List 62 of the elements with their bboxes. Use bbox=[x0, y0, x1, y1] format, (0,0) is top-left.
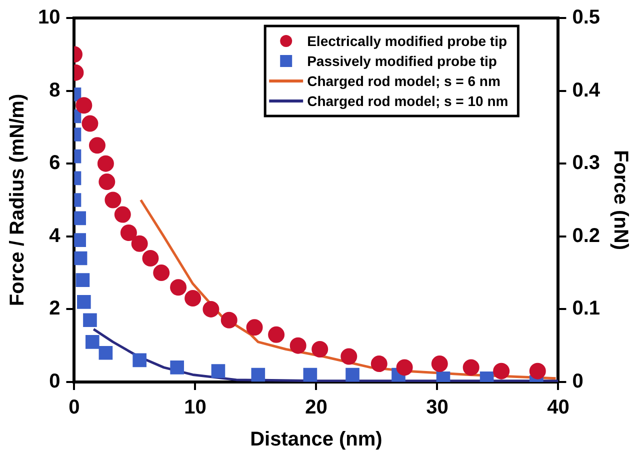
point bbox=[246, 319, 263, 336]
point bbox=[76, 273, 90, 287]
x-tick-label: 40 bbox=[547, 396, 570, 419]
point bbox=[98, 174, 116, 190]
y2-tick-label: 0.5 bbox=[572, 6, 600, 29]
y-tick-label: 8 bbox=[49, 79, 60, 102]
point bbox=[104, 192, 122, 208]
point bbox=[142, 250, 159, 266]
point bbox=[77, 295, 91, 309]
y2-tick-label: 0 bbox=[572, 370, 584, 393]
point bbox=[290, 337, 306, 354]
point bbox=[202, 300, 220, 318]
point bbox=[74, 251, 88, 266]
y-tick-label: 4 bbox=[49, 224, 62, 247]
point bbox=[76, 97, 92, 114]
y2-tick-label: 0.3 bbox=[572, 152, 600, 174]
point bbox=[88, 137, 106, 154]
x-tick-label: 0 bbox=[68, 396, 80, 419]
point bbox=[170, 279, 187, 296]
point bbox=[120, 224, 137, 242]
point bbox=[83, 313, 97, 328]
point bbox=[220, 312, 238, 328]
point bbox=[303, 368, 318, 382]
legend-label: Electrically modified probe tip bbox=[307, 32, 508, 49]
y-tick-label: 2 bbox=[49, 298, 60, 320]
point bbox=[340, 348, 358, 365]
y-tick-label: 6 bbox=[49, 152, 60, 174]
point bbox=[346, 368, 360, 382]
x-axis-title: Distance (nm) bbox=[250, 428, 382, 451]
legend-label: Passively modified probe tip bbox=[307, 52, 497, 69]
legend-label: Charged rod model; s = 6 nm bbox=[307, 72, 500, 89]
point bbox=[114, 206, 131, 223]
point bbox=[312, 340, 328, 358]
point bbox=[132, 353, 146, 368]
point bbox=[251, 368, 266, 382]
y2-axis-title: Force (nN) bbox=[609, 150, 632, 250]
y-tick-label: 0 bbox=[49, 370, 60, 393]
point bbox=[131, 235, 148, 252]
point bbox=[184, 290, 202, 307]
point bbox=[493, 362, 510, 380]
x-tick-label: 30 bbox=[426, 396, 448, 419]
point bbox=[462, 359, 480, 376]
point bbox=[153, 264, 170, 282]
point bbox=[170, 360, 184, 374]
y-tick-label: 10 bbox=[38, 6, 60, 29]
point bbox=[82, 115, 98, 132]
point bbox=[85, 335, 100, 349]
y2-tick-label: 0.4 bbox=[572, 79, 601, 102]
point bbox=[431, 356, 448, 372]
y2-tick-label: 0.1 bbox=[572, 298, 600, 320]
point bbox=[97, 155, 114, 172]
point bbox=[268, 326, 285, 343]
point bbox=[370, 356, 388, 372]
y2-tick-label: 0.2 bbox=[572, 224, 600, 247]
x-tick-label: 20 bbox=[305, 396, 328, 419]
point bbox=[211, 364, 226, 378]
x-tick-label: 10 bbox=[184, 396, 206, 419]
y-axis-title: Force / Radius (mN/m) bbox=[6, 94, 29, 306]
legend-label: Charged rod model; s = 10 nm bbox=[307, 92, 508, 109]
point bbox=[529, 362, 546, 380]
point bbox=[396, 359, 413, 376]
point bbox=[98, 346, 113, 360]
